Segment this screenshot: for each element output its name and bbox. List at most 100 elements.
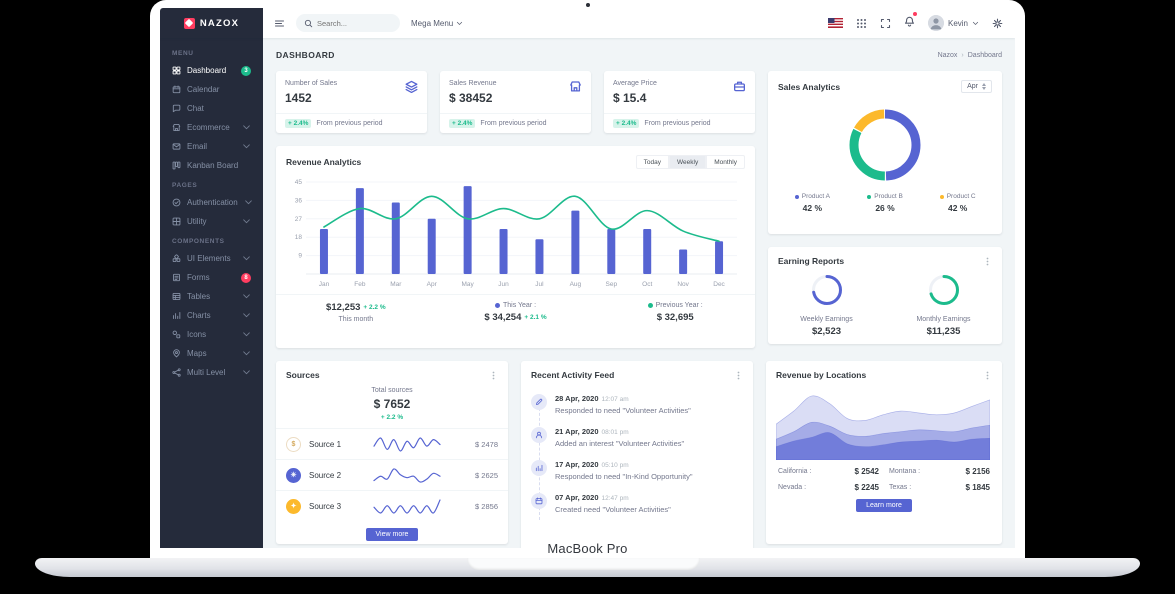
source-row-2[interactable]: ✳ Source 2 $ 2625: [276, 459, 508, 490]
page-title: DASHBOARD: [276, 50, 335, 60]
sidebar-item-authentication[interactable]: Authentication: [160, 193, 263, 212]
legend-product-c: Product C 42 %: [921, 193, 994, 213]
source-row-1[interactable]: $ Source 1 $ 2478: [276, 428, 508, 459]
feed-time: 12:07 am: [601, 396, 629, 403]
stat-value: $ 38452: [449, 91, 493, 105]
dashboard-badge: 3: [241, 65, 251, 76]
notifications-button[interactable]: [904, 12, 917, 32]
svg-text:Oct: Oct: [642, 281, 652, 288]
revenue-by-locations-card: Revenue by Locations California : $ 2542…: [766, 361, 1002, 544]
range-button-weekly[interactable]: Weekly: [669, 155, 707, 169]
source-row-3[interactable]: ✦ Source 3 $ 2856: [276, 490, 508, 521]
sales-analytics-title: Sales Analytics: [778, 81, 841, 92]
apps-grid-icon[interactable]: [856, 18, 867, 29]
chevron-down-icon: [242, 123, 251, 132]
settings-gear-icon[interactable]: [992, 18, 1003, 29]
svg-text:9: 9: [298, 253, 302, 260]
sidebar-item-kanban-board[interactable]: Kanban Board: [160, 156, 263, 175]
search-input[interactable]: [317, 18, 395, 28]
svg-text:Mar: Mar: [390, 281, 402, 288]
previous-year-dot: [647, 303, 653, 308]
this-year-label: This Year :: [502, 302, 537, 309]
sources-card: Sources Total sources $ 7652 + 2.2 % $ S…: [276, 361, 508, 544]
store-icon: [569, 80, 582, 93]
revenue-this-year-stat: This Year : $ 34,254 + 2.1 %: [436, 295, 596, 331]
coin-star-icon: ✳: [286, 467, 301, 483]
coin-dollar-icon: $: [286, 436, 301, 452]
kebab-menu-icon[interactable]: [489, 371, 498, 380]
sidebar-item-icons[interactable]: Icons: [160, 325, 263, 344]
sidebar-item-chat[interactable]: Chat: [160, 99, 263, 118]
revenue-analytics-card: Revenue Analytics Today Weekly Monthly 9…: [276, 146, 755, 348]
bell-icon: [904, 16, 915, 27]
svg-text:Aug: Aug: [570, 281, 582, 288]
sidebar-item-calendar[interactable]: Calendar: [160, 80, 263, 99]
sidebar-section-components: COMPONENTS: [172, 238, 225, 245]
this-year-value: $ 34,254: [484, 312, 522, 323]
locations-stats: California : $ 2542 Montana : $ 2156 Nev…: [766, 460, 1002, 492]
sidebar-item-charts[interactable]: Charts: [160, 306, 263, 325]
breadcrumb-root[interactable]: Nazox: [937, 51, 958, 59]
kebab-menu-icon[interactable]: [983, 371, 992, 380]
feed-text: Added an interest "Volunteer Activities": [555, 439, 685, 448]
sidebar-item-dashboard[interactable]: Dashboard 3: [160, 61, 263, 80]
search-icon: [304, 19, 313, 28]
stat-value: 1452: [285, 91, 312, 105]
location-texas: Texas : $ 1845: [889, 483, 990, 492]
view-more-button[interactable]: View more: [365, 528, 419, 541]
sidebar-item-email[interactable]: Email: [160, 137, 263, 156]
sidebar-item-tables[interactable]: Tables: [160, 287, 263, 306]
revenue-analytics-chart: 9 18 27 36 45 Jan Feb Mar Apr May Jun Jul Aug Sep Oct N…: [295, 179, 737, 288]
mega-menu-label: Mega Menu: [411, 18, 454, 28]
hamburger-menu-icon[interactable]: [274, 18, 285, 29]
sidebar-item-maps[interactable]: Maps: [160, 344, 263, 363]
range-button-today[interactable]: Today: [635, 155, 670, 169]
kebab-menu-icon[interactable]: [983, 257, 992, 266]
period-select[interactable]: Apr: [961, 80, 992, 93]
select-caret-icon: [982, 83, 986, 90]
legend-dot: [794, 194, 799, 199]
sidebar-item-ui-elements[interactable]: UI Elements: [160, 249, 263, 268]
fullscreen-icon[interactable]: [880, 18, 891, 29]
sidebar-section-pages: PAGES: [172, 182, 198, 189]
envelope-icon: [172, 142, 181, 151]
chevron-down-icon: [972, 20, 979, 27]
main-content: DASHBOARD Nazox › Dashboard Number of: [263, 38, 1015, 548]
map-pin-icon: [172, 349, 181, 358]
sidebar-item-multi-level[interactable]: Multi Level: [160, 363, 263, 382]
month-value: $12,253: [326, 302, 361, 313]
legend-dot: [939, 194, 944, 199]
svg-text:May: May: [461, 281, 474, 288]
user-icon: [531, 427, 547, 443]
table-icon: [172, 292, 181, 301]
earning-reports-title: Earning Reports: [778, 256, 845, 266]
stat-delta-badge: + 2.4%: [449, 119, 476, 128]
layers-icon: [405, 80, 418, 93]
range-button-monthly[interactable]: Monthly: [706, 155, 745, 169]
sidebar-item-forms[interactable]: Forms 8: [160, 268, 263, 287]
previous-year-value: $ 32,695: [656, 312, 694, 323]
svg-text:27: 27: [295, 216, 303, 223]
sidebar-item-ecommerce[interactable]: Ecommerce: [160, 118, 263, 137]
sidebar-section-menu: MENU: [172, 50, 194, 57]
legend-product-a: Product A 42 %: [776, 193, 849, 213]
language-flag-icon[interactable]: [827, 18, 843, 28]
forms-badge: 8: [241, 272, 251, 283]
kebab-menu-icon[interactable]: [734, 371, 743, 380]
user-menu[interactable]: Kevin: [927, 15, 979, 31]
period-select-value: Apr: [967, 83, 978, 90]
range-button-group: Today Weekly Monthly: [635, 155, 745, 169]
activity-feed-list: 28 Apr, 2020 12:07 am Responded to need "…: [521, 386, 753, 526]
stat-note: From previous period: [316, 120, 383, 127]
stat-title: Number of Sales: [285, 80, 338, 87]
top-navbar: NAZOX Mega Menu: [160, 8, 1015, 38]
stat-card-number-of-sales: Number of Sales 1452 + 2.4% From previou…: [276, 71, 427, 133]
mega-menu-button[interactable]: Mega Menu: [411, 19, 463, 28]
sidebar-item-utility[interactable]: Utility: [160, 212, 263, 231]
brand-logo[interactable]: NAZOX: [160, 8, 263, 38]
revenue-previous-year-stat: Previous Year : $ 32,695: [595, 295, 755, 331]
ui-elements-icon: [172, 254, 181, 263]
search-box[interactable]: [296, 14, 400, 32]
learn-more-button[interactable]: Learn more: [856, 499, 912, 512]
feed-item: 17 Apr, 2020 05:10 pm Responded to need "…: [531, 454, 743, 487]
